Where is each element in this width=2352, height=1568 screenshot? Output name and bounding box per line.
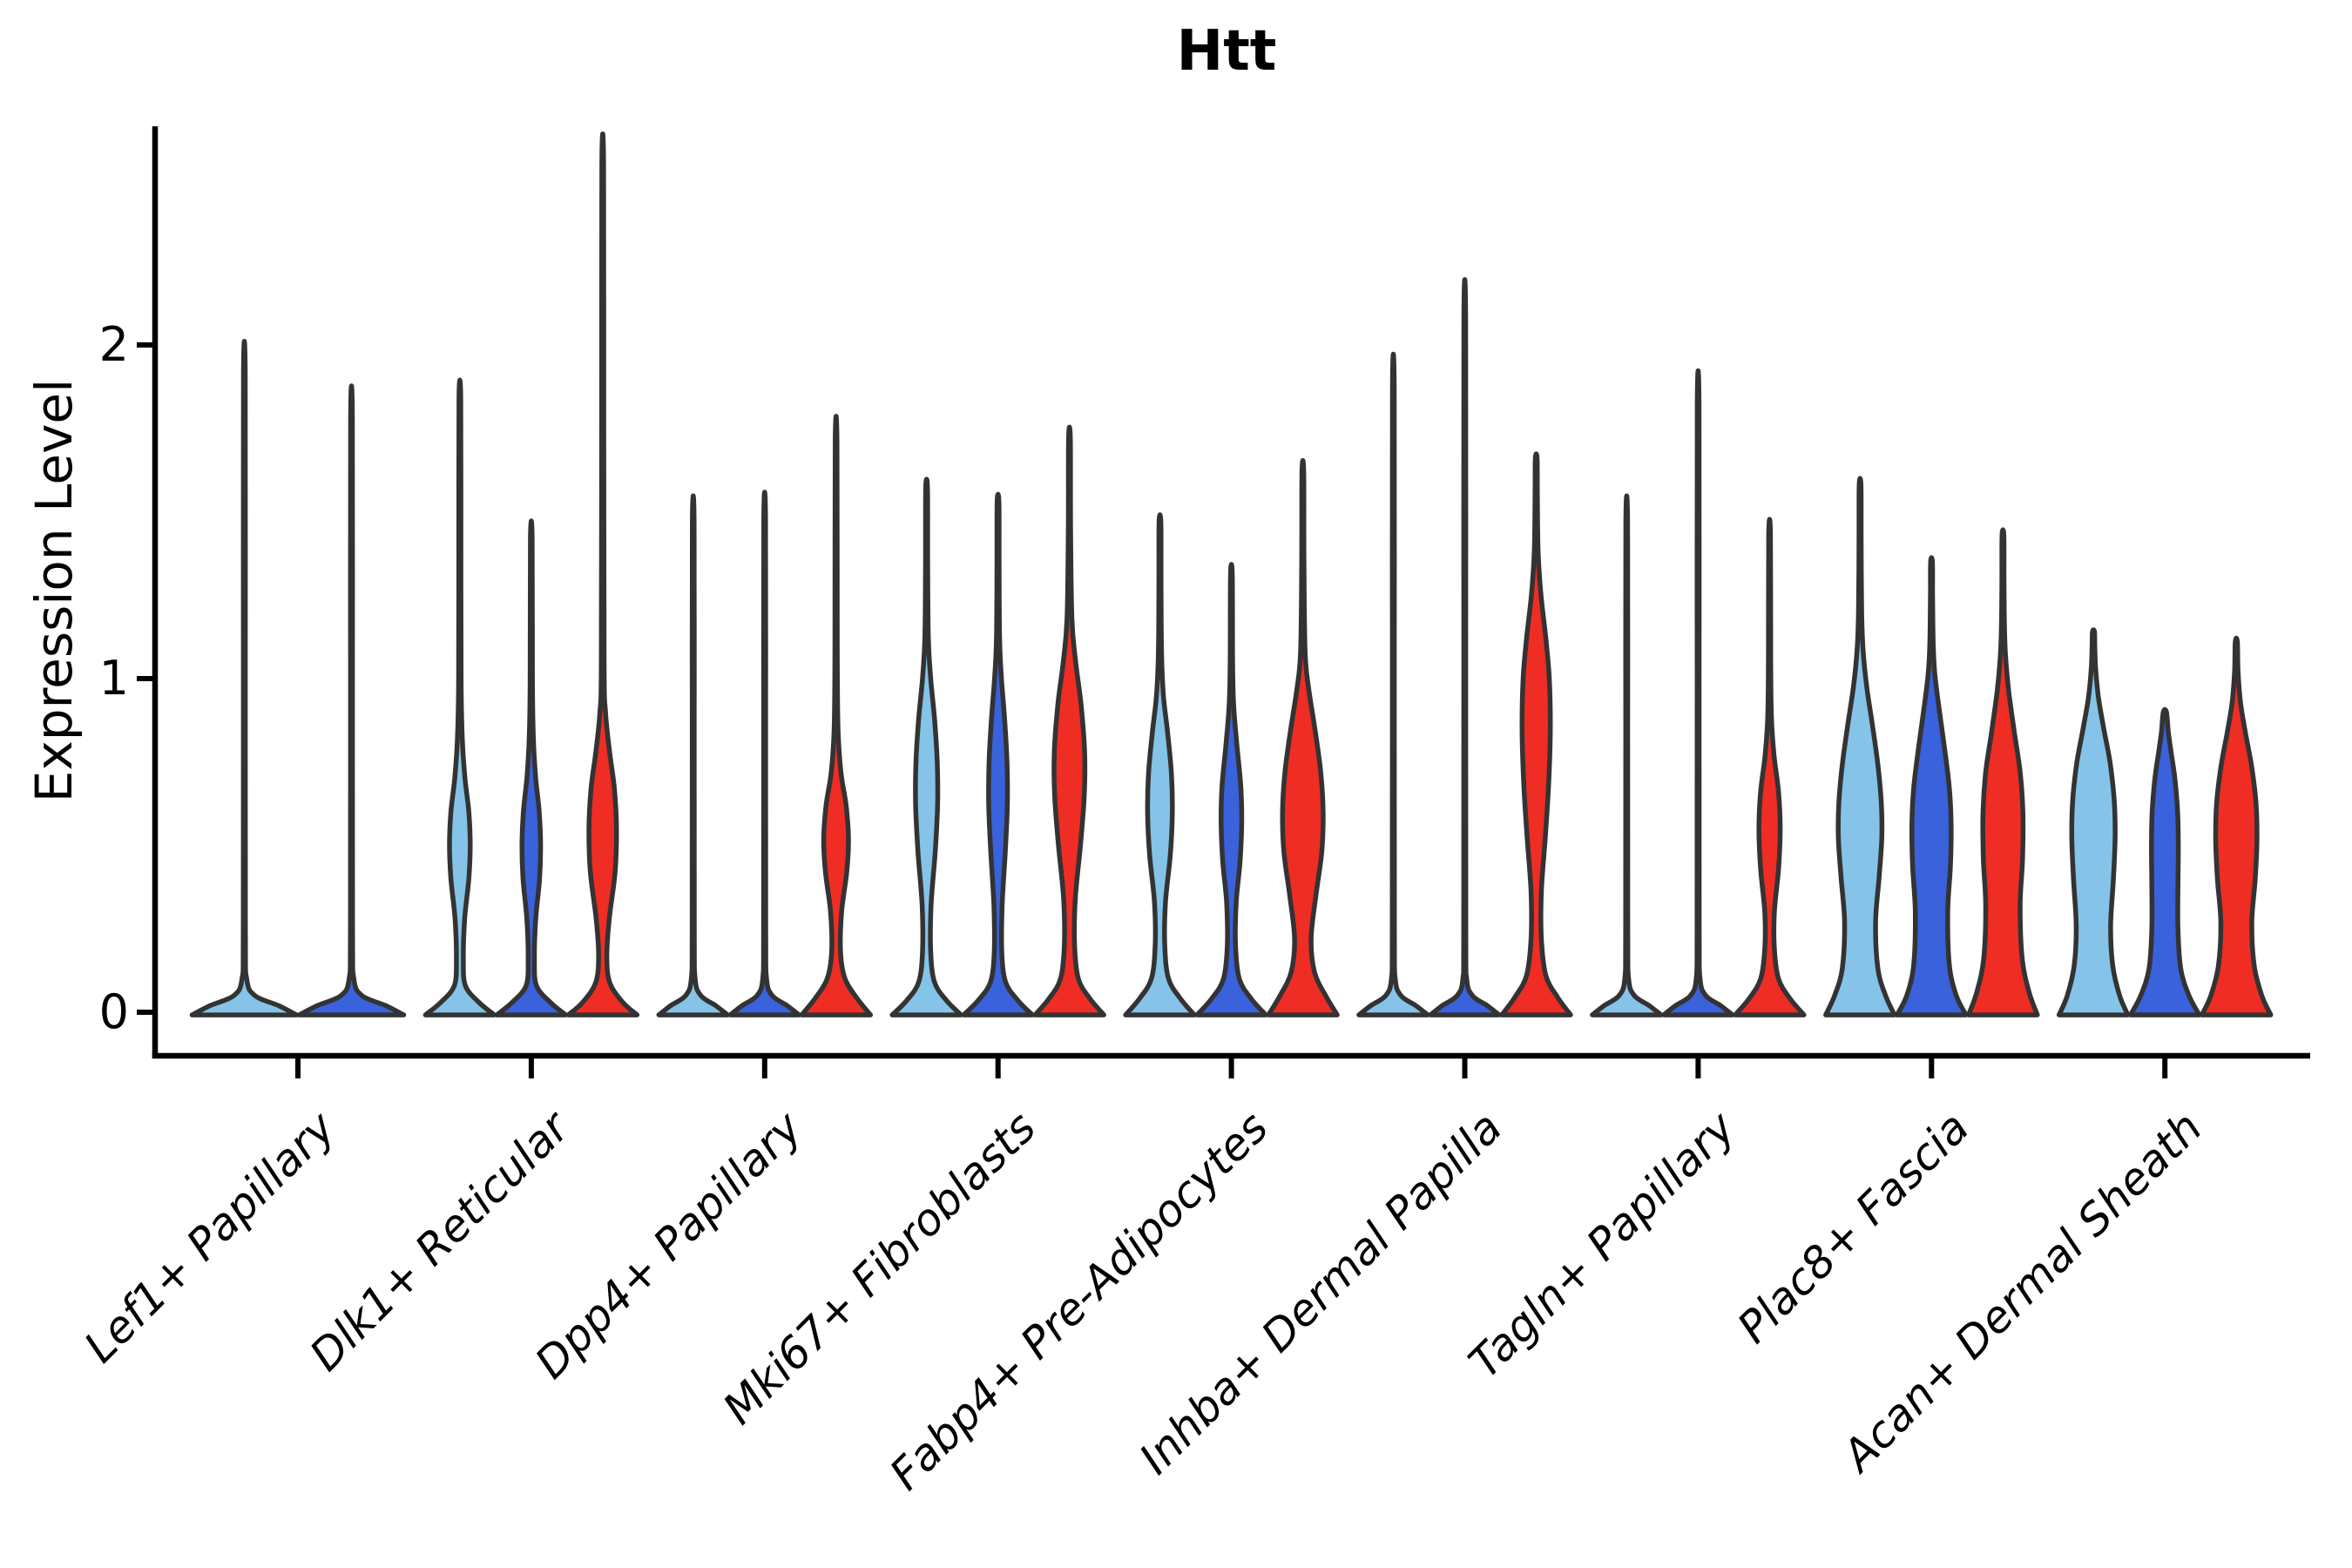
violin-8-blue — [2127, 706, 2202, 1017]
violin-4-lightblue — [1123, 512, 1197, 1017]
violin-6-lightblue — [1590, 493, 1664, 1017]
violin-3-red — [1032, 424, 1106, 1017]
violin-7-red — [1966, 527, 2040, 1017]
violin-1-red — [565, 131, 640, 1017]
page-title: Htt — [1176, 19, 1277, 84]
y-tick-label-2: 2 — [98, 317, 129, 372]
violin-0-lightblue — [189, 339, 300, 1017]
violin-2-lightblue — [656, 493, 731, 1017]
violin-7-lightblue — [1823, 476, 1897, 1017]
violin-5-lightblue — [1356, 352, 1430, 1017]
y-axis-label: Expression Level — [24, 378, 84, 803]
violin-5-blue — [1428, 277, 1502, 1017]
violin-4-red — [1266, 457, 1340, 1017]
violin-6-blue — [1661, 368, 1735, 1017]
violin-7-blue — [1895, 555, 1969, 1017]
y-tick-label-1: 1 — [98, 651, 129, 706]
y-axis-ticks — [137, 342, 155, 1015]
violin-5-red — [1499, 451, 1573, 1017]
y-tick-label-0: 0 — [98, 984, 129, 1039]
violins — [189, 131, 2274, 1017]
violin-0-blue — [296, 383, 407, 1017]
violin-3-lightblue — [889, 476, 963, 1017]
violin-6-red — [1733, 517, 1807, 1017]
violin-2-blue — [727, 490, 802, 1017]
violin-1-lightblue — [422, 377, 497, 1017]
violin-4-blue — [1194, 562, 1268, 1017]
violin-2-red — [799, 414, 874, 1017]
violin-8-red — [2199, 635, 2274, 1017]
violin-1-blue — [494, 518, 569, 1017]
x-axis-ticks — [295, 1058, 2168, 1078]
violin-3-blue — [961, 491, 1035, 1017]
violin-8-lightblue — [2056, 627, 2131, 1017]
